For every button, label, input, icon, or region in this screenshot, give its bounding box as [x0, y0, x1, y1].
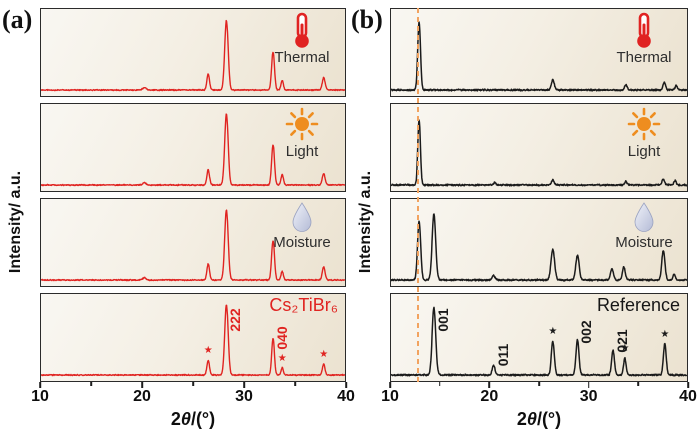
x-axis-tick — [687, 382, 689, 388]
x-axis-minor-tick — [294, 382, 296, 386]
x-axis-tick — [243, 382, 245, 388]
condition-label: Moisture — [615, 234, 673, 251]
xrd-trace — [391, 21, 687, 92]
x-axis-title-b: 2θ/(°) — [516, 409, 562, 429]
sample-formula-label: Cs₂TiBr₆ — [269, 295, 338, 315]
xrd-trace — [41, 113, 345, 187]
subplot-b-thermal: Thermal — [390, 8, 688, 97]
condition-label: Light — [285, 143, 319, 160]
impurity-star-marker: ★ — [319, 349, 329, 361]
x-axis-tick-label: 30 — [235, 388, 253, 405]
panel-a-plots: Thermal Light — [40, 8, 346, 382]
reference-label: Reference — [596, 295, 680, 315]
subplot-a-moisture: Moisture — [40, 198, 346, 287]
peak-index-label: 222 — [227, 308, 244, 332]
x-axis-tick — [345, 382, 347, 388]
x-axis-tick — [39, 382, 41, 388]
droplet-icon — [292, 202, 312, 232]
thermometer-icon — [295, 12, 309, 48]
condition-label: Thermal — [616, 49, 672, 66]
impurity-star-marker: ★ — [548, 326, 558, 338]
xrd-trace — [41, 304, 345, 377]
condition-badge-moisture: Moisture — [605, 202, 683, 252]
condition-badge-light: Light — [605, 107, 683, 161]
subplot-b-reference: Reference 001 011 ★ 002 021 ★ ★ — [390, 293, 688, 382]
x-axis-minor-tick — [637, 382, 640, 386]
xrd-trace — [391, 306, 687, 377]
x-axis-b: 10 20 30 40 — [381, 382, 697, 408]
x-axis-tick — [389, 382, 391, 388]
condition-badge-moisture: Moisture — [263, 202, 341, 252]
x-axis-tick — [587, 382, 590, 388]
condition-label: Thermal — [274, 49, 330, 66]
panel-a-label: (a) — [2, 5, 33, 34]
peak-index-label: 011 — [494, 343, 511, 367]
thermometer-icon — [637, 12, 651, 48]
impurity-star-marker: ★ — [203, 345, 213, 357]
peak-index-label: 040 — [274, 325, 291, 350]
x-axis-tick-label: 30 — [579, 388, 598, 405]
impurity-star-marker: ★ — [620, 343, 630, 355]
y-axis-label-a: Intensity/ a.u. — [7, 170, 24, 274]
x-axis-minor-tick — [192, 382, 194, 386]
panel-b-label: (b) — [351, 5, 383, 34]
xrd-trace — [391, 119, 687, 187]
condition-badge-thermal: Thermal — [605, 12, 683, 67]
subplot-b-moisture: Moisture — [390, 198, 688, 287]
x-axis-tick-label: 10 — [381, 388, 399, 405]
reference-dashed-line — [417, 8, 420, 382]
x-axis-tick — [488, 382, 491, 388]
xrd-trace — [41, 19, 345, 92]
subplot-a-reference: Cs₂TiBr₆ ★ 222 040 ★ ★ — [40, 293, 346, 382]
x-axis-a: 10 20 30 40 — [31, 382, 355, 408]
x-axis-title-a: 2θ/(°) — [170, 409, 216, 429]
subplot-a-thermal: Thermal — [40, 8, 346, 97]
condition-badge-thermal: Thermal — [263, 12, 341, 67]
peak-index-label: 001 — [434, 308, 451, 332]
x-axis-tick-label: 40 — [679, 388, 697, 405]
x-axis-minor-tick — [438, 382, 441, 386]
xrd-trace — [391, 213, 687, 282]
x-axis-tick-label: 20 — [480, 388, 499, 405]
peak-index-label: 002 — [578, 320, 595, 344]
sun-icon — [627, 107, 661, 141]
panel-b-plots: Thermal Light — [390, 8, 688, 382]
xrd-trace — [41, 209, 345, 282]
subplot-b-light: Light — [390, 103, 688, 192]
condition-label: Light — [627, 143, 661, 160]
x-axis-tick-label: 10 — [31, 388, 49, 405]
x-axis-tick-label: 40 — [337, 388, 355, 405]
x-axis-minor-tick — [538, 382, 540, 386]
condition-badge-light: Light — [263, 107, 341, 161]
x-axis-tick — [141, 382, 143, 388]
y-axis-label-b: Intensity/ a.u. — [357, 170, 374, 274]
sun-icon — [285, 107, 319, 141]
condition-label: Moisture — [273, 234, 331, 251]
impurity-star-marker: ★ — [277, 352, 287, 364]
impurity-star-marker: ★ — [660, 328, 670, 340]
droplet-icon — [634, 202, 654, 232]
x-axis-tick-label: 20 — [133, 388, 151, 405]
x-axis-minor-tick — [90, 382, 92, 386]
subplot-a-light: Light — [40, 103, 346, 192]
